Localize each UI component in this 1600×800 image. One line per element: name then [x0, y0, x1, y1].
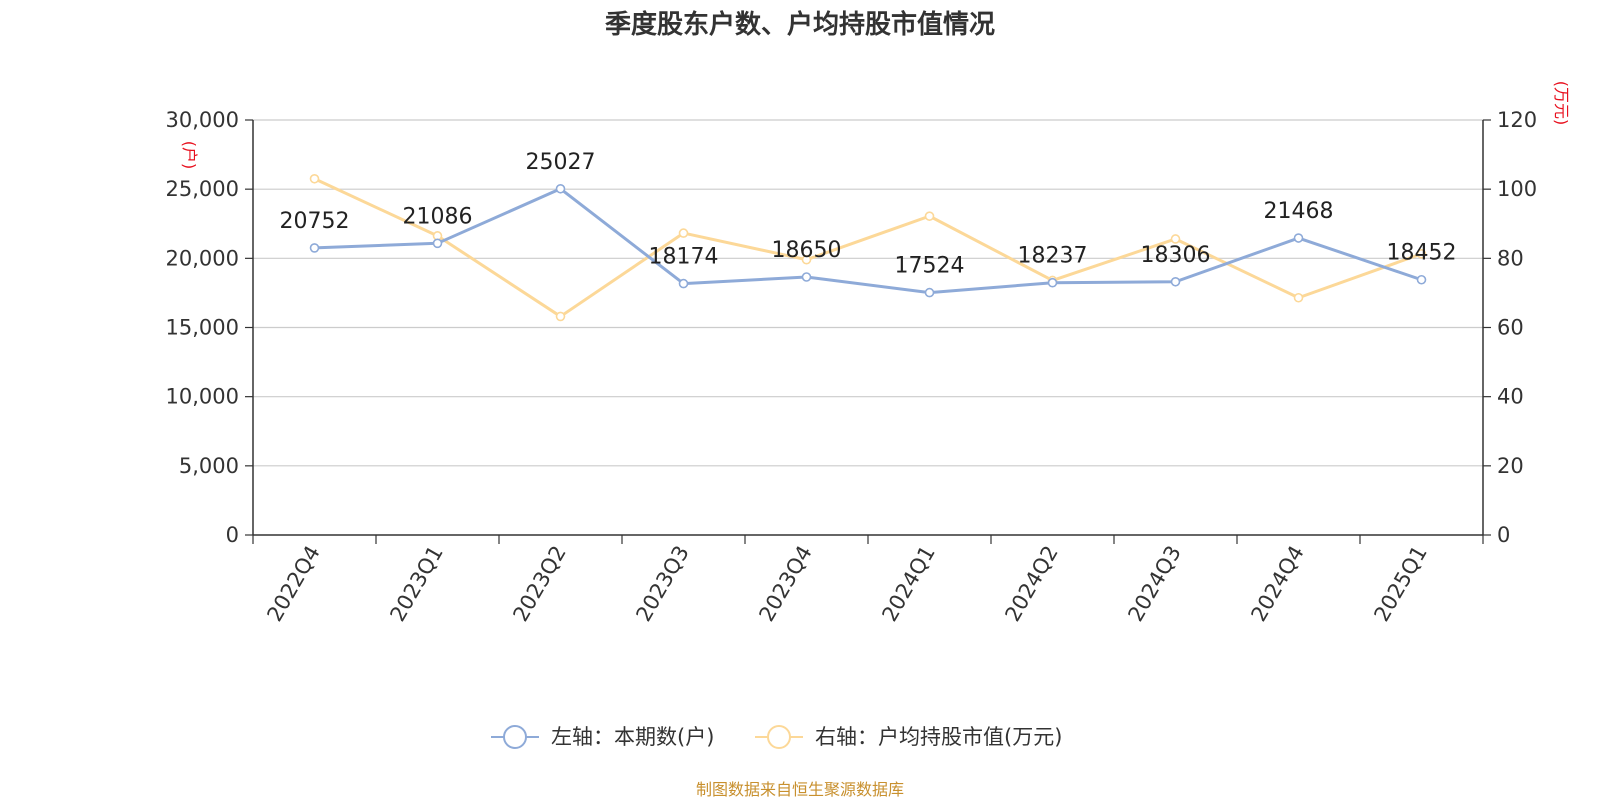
left-tick-label: 25,000 — [166, 177, 239, 201]
point-holders — [1293, 233, 1304, 243]
legend-label-left: 左轴：本期数(户) — [551, 725, 714, 749]
left-tick-label: 20,000 — [166, 246, 239, 270]
data-labels: 20752 21086 25027 18174 18650 17524 18237 18306… — [280, 150, 1457, 279]
left-tick-label: 15,000 — [166, 316, 239, 340]
right-tick-label: 80 — [1497, 246, 1524, 270]
point-avg-value — [678, 228, 689, 238]
point-holders — [555, 183, 566, 194]
axes: 0 0 5,000 20 10,000 40 15,000 60 20,000 80 25,000 1… — [166, 108, 1538, 626]
point-avg-value — [1416, 249, 1427, 259]
x-tick-label: 2024Q3 — [1123, 542, 1185, 626]
x-tick-label: 2022Q4 — [262, 542, 324, 626]
point-holders — [924, 287, 935, 298]
legend-label-right: 右轴：户均持股市值(万元) — [815, 725, 1062, 749]
legend-circle-icon — [503, 725, 527, 749]
right-tick-label: 100 — [1497, 177, 1537, 201]
point-holders — [1416, 274, 1427, 285]
left-tick-label: 0 — [226, 523, 239, 547]
point-holders — [1170, 276, 1181, 287]
right-tick-label: 20 — [1497, 454, 1524, 478]
right-axis-unit: (万元) — [1552, 81, 1571, 126]
data-label: 21086 — [403, 204, 473, 229]
point-avg-value — [1170, 234, 1181, 244]
point-avg-value — [924, 211, 935, 221]
x-tick-label: 2023Q1 — [385, 542, 447, 626]
x-tick-label: 2023Q3 — [631, 542, 693, 626]
right-tick-label: 40 — [1497, 385, 1524, 409]
x-tick-label: 2025Q1 — [1369, 542, 1431, 626]
x-tick-label: 2024Q2 — [1000, 542, 1062, 626]
chart-title: 季度股东户数、户均持股市值情况 — [605, 9, 995, 40]
x-tick-label: 2023Q4 — [754, 542, 816, 626]
point-avg-value — [309, 173, 320, 184]
x-tick-label: 2023Q2 — [508, 542, 570, 626]
point-avg-value — [801, 254, 812, 265]
point-holders — [801, 272, 812, 282]
right-tick-label: 0 — [1497, 523, 1510, 547]
point-avg-value — [1293, 292, 1304, 303]
source-note: 制图数据来自恒生聚源数据库 — [696, 780, 904, 799]
legend[interactable]: 左轴：本期数(户) 右轴：户均持股市值(万元) — [491, 725, 1062, 749]
data-label: 18452 — [1387, 241, 1457, 266]
data-label: 18306 — [1141, 243, 1211, 268]
left-axis-unit: (户) — [180, 141, 199, 170]
point-holders — [678, 278, 689, 289]
legend-item-right-series[interactable]: 右轴：户均持股市值(万元) — [755, 725, 1062, 749]
legend-circle-icon — [767, 725, 791, 749]
data-label: 21468 — [1264, 199, 1334, 224]
data-label: 18174 — [649, 245, 719, 270]
legend-item-left-series[interactable]: 左轴：本期数(户) — [491, 725, 714, 749]
data-label: 18237 — [1018, 244, 1088, 269]
point-holders — [432, 238, 443, 249]
x-tick-label: 2024Q4 — [1246, 542, 1308, 626]
data-label: 25027 — [526, 150, 596, 175]
series-line-holders — [314, 187, 1422, 295]
point-holders — [1047, 277, 1058, 288]
data-label: 18650 — [772, 238, 842, 263]
data-label: 17524 — [895, 254, 965, 279]
x-tick-label: 2024Q1 — [877, 542, 939, 626]
left-tick-label: 30,000 — [166, 108, 239, 132]
point-avg-value — [555, 311, 566, 322]
left-tick-label: 10,000 — [166, 385, 239, 409]
series-line-avg-value — [313, 177, 1423, 318]
right-tick-label: 60 — [1497, 316, 1524, 340]
point-holders — [309, 243, 320, 253]
left-tick-label: 5,000 — [179, 454, 239, 478]
right-tick-label: 120 — [1497, 108, 1537, 132]
series-layer — [309, 173, 1427, 322]
gridlines — [253, 119, 1483, 467]
data-label: 20752 — [280, 209, 350, 234]
